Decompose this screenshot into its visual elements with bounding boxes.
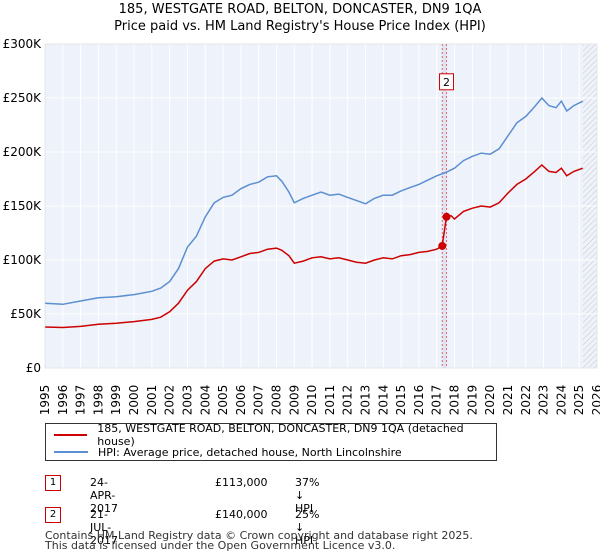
annotation-label: 2 (443, 76, 450, 89)
chart-legend: 185, WESTGATE ROAD, BELTON, DONCASTER, D… (45, 422, 497, 461)
transaction-price: £140,000 (215, 508, 268, 521)
transaction-hpi-diff: 37% ↓ HPI (295, 476, 320, 515)
y-tick-label: £100K (3, 253, 43, 267)
x-tick-label: 1998 (91, 385, 105, 416)
footer-line-2: This data is licensed under the Open Gov… (45, 539, 396, 552)
annotation-box (439, 73, 455, 91)
series-line-property (44, 163, 584, 329)
sale-point-marker (438, 241, 447, 250)
x-tick-label: 2024 (554, 385, 568, 416)
x-tick-label: 2018 (448, 385, 462, 416)
x-tick-label: 2005 (216, 385, 230, 416)
x-tick-label: 2025 (572, 385, 586, 416)
x-tick-label: 2009 (287, 385, 301, 416)
transaction-date: 21-JUL-2017 (90, 508, 118, 547)
x-tick-label: 2010 (305, 385, 319, 416)
y-tick-label: £0 (26, 361, 41, 375)
y-tick-label: £300K (3, 37, 43, 51)
x-tick-label: 2013 (359, 385, 373, 416)
x-tick-label: 1997 (74, 385, 88, 416)
x-tick-label: 2011 (323, 385, 337, 416)
x-tick-label: 2012 (341, 385, 355, 416)
sale-point-marker (442, 212, 451, 221)
legend-item-hpi: HPI: Average price, detached house, Nort… (54, 445, 402, 459)
price-chart: £0 £50K £100K £150K £200K £250K £300K 1995 1996 1… (3, 37, 600, 416)
legend-item-property: 185, WESTGATE ROAD, BELTON, DONCASTER, D… (54, 422, 496, 448)
x-tick-label: 2008 (269, 385, 283, 416)
x-tick-label: 1996 (56, 385, 70, 416)
transaction-marker-badge: 2 (45, 507, 61, 523)
plot-border (44, 43, 598, 369)
x-tick-label: 2001 (145, 385, 159, 416)
x-tick-label: 2016 (412, 385, 426, 416)
y-tick-label: £250K (3, 91, 43, 105)
y-tick-label: £200K (3, 145, 43, 159)
transaction-date: 24-APR-2017 (90, 476, 118, 515)
x-tick-label: 2002 (163, 385, 177, 416)
x-tick-label: 2007 (252, 385, 266, 416)
legend-label-property: 185, WESTGATE ROAD, BELTON, DONCASTER, D… (97, 422, 464, 448)
chart-subtitle: Price paid vs. HM Land Registry's House … (114, 19, 486, 34)
x-tick-label: 2019 (465, 385, 479, 416)
x-tick-label: 2020 (483, 385, 497, 416)
x-tick-label: 2026 (590, 385, 600, 416)
series-line-hpi (44, 96, 584, 306)
legend-label-hpi: HPI: Average price, detached house, Nort… (98, 445, 402, 459)
x-tick-label: 2006 (234, 385, 248, 416)
x-tick-label: 2015 (394, 385, 408, 416)
x-tick-label: 1995 (38, 385, 52, 416)
x-tick-label: 2014 (376, 385, 390, 416)
transaction-marker-badge: 1 (45, 475, 61, 491)
x-tick-label: 2003 (180, 385, 194, 416)
footer-line-1: Contains HM Land Registry data © Crown c… (45, 529, 473, 542)
x-tick-label: 1999 (109, 385, 123, 416)
x-tick-label: 2017 (430, 385, 444, 416)
x-tick-label: 2023 (537, 385, 551, 416)
footer-notice: Contains HM Land Registry data © Crown c… (45, 529, 473, 552)
x-tick-label: 2021 (501, 385, 515, 416)
chart-title: 185, WESTGATE ROAD, BELTON, DONCASTER, D… (118, 2, 482, 17)
transaction-price: £113,000 (215, 476, 268, 489)
sale-period-band (442, 44, 447, 368)
x-tick-label: 2022 (519, 385, 533, 416)
legend-line-property (54, 434, 88, 436)
y-tick-label: £50K (10, 307, 42, 321)
x-tick-label: 2004 (198, 385, 212, 416)
y-tick-label: £150K (3, 199, 43, 213)
x-tick-label: 2000 (127, 385, 141, 416)
legend-line-hpi (54, 451, 88, 453)
transaction-hpi-diff: 25% ↓ HPI (295, 508, 320, 547)
